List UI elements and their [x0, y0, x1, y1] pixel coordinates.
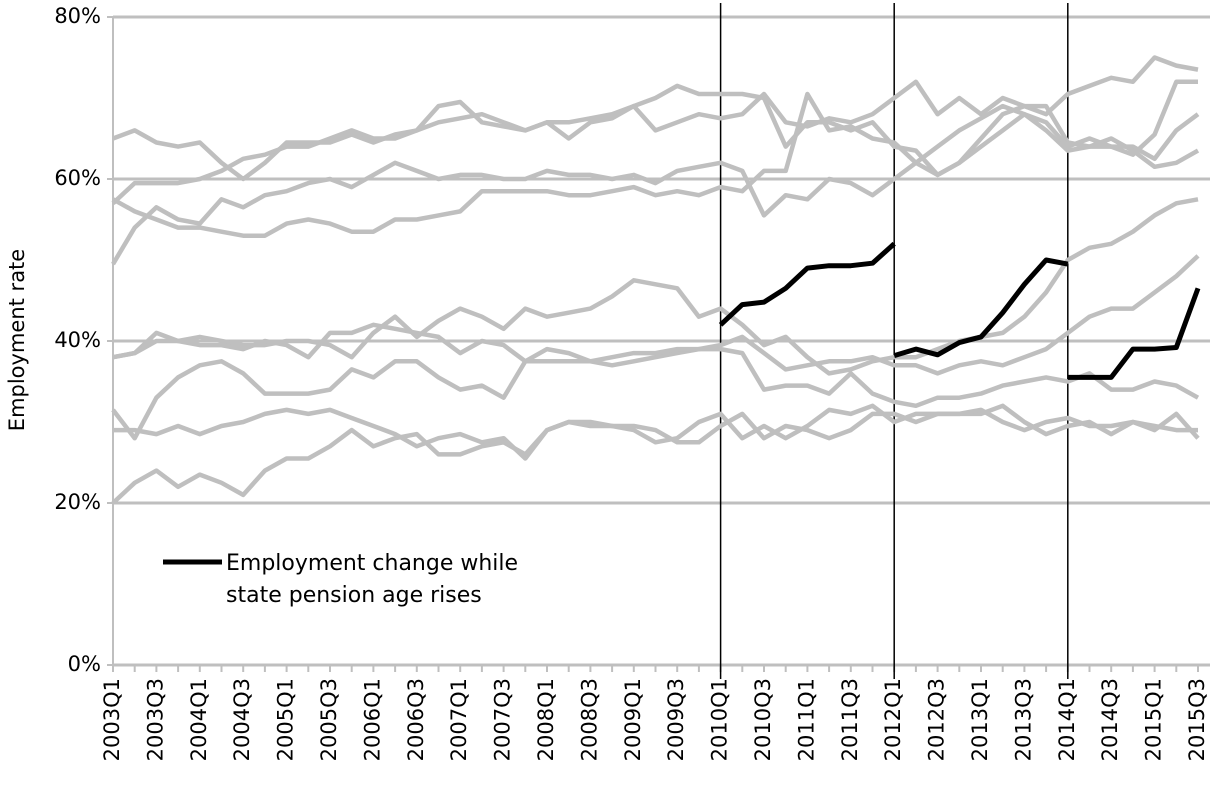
series-line: [112, 55, 1199, 182]
x-tick-label: 2005Q3: [317, 678, 341, 761]
x-tick-label: 2012Q1: [881, 678, 905, 761]
y-axis-label: Employment rate: [5, 249, 29, 431]
series-line: [111, 79, 1198, 238]
y-tick-label: 60%: [54, 166, 101, 190]
y-tick-label: 0%: [68, 652, 101, 676]
x-tick-label: 2012Q3: [925, 678, 949, 761]
x-tick-label: 2015Q3: [1185, 678, 1209, 761]
series-line: [893, 257, 1069, 358]
y-tick-label: 20%: [54, 490, 101, 514]
x-tick-label: 2013Q1: [968, 678, 992, 761]
x-tick-label: 2003Q1: [100, 678, 124, 761]
x-tick-label: 2004Q1: [187, 678, 211, 761]
x-tick-label: 2009Q3: [664, 678, 688, 761]
series-line: [111, 103, 1200, 266]
x-tick-label: 2010Q1: [708, 678, 732, 761]
x-tick-label: 2006Q1: [360, 678, 384, 761]
series-line: [113, 403, 1200, 461]
x-tick-label: 2010Q3: [751, 678, 775, 761]
y-tick-label: 80%: [54, 4, 101, 28]
x-tick-label: 2015Q1: [1142, 678, 1166, 761]
x-tick-label: 2007Q3: [491, 678, 515, 761]
x-tick-label: 2013Q3: [1011, 678, 1035, 761]
series-line: [112, 322, 1200, 409]
x-tick-label: 2004Q3: [230, 678, 254, 761]
x-tick-label: 2014Q3: [1098, 678, 1122, 761]
x-tick-label: 2014Q1: [1055, 678, 1079, 761]
x-tick-label: 2006Q3: [404, 678, 428, 761]
series-line: [112, 197, 1199, 376]
y-tick-label: 40%: [54, 328, 101, 352]
x-tick-label: 2008Q1: [534, 678, 558, 761]
x-tick-label: 2005Q1: [274, 678, 298, 761]
x-tick-label: 2011Q3: [838, 678, 862, 761]
series-line: [1067, 287, 1201, 380]
x-tick-label: 2011Q1: [794, 678, 818, 761]
x-tick-label: 2003Q3: [143, 678, 167, 761]
x-tick-label: 2008Q3: [577, 678, 601, 761]
series-line: [111, 403, 1198, 505]
series-line: [111, 83, 1200, 205]
series-line: [718, 241, 896, 327]
legend-label: Employment change while state pension ag…: [226, 551, 519, 608]
x-tick-label: 2009Q1: [621, 678, 645, 761]
series-line: [111, 254, 1200, 441]
x-tick-label: 2007Q1: [447, 678, 471, 761]
